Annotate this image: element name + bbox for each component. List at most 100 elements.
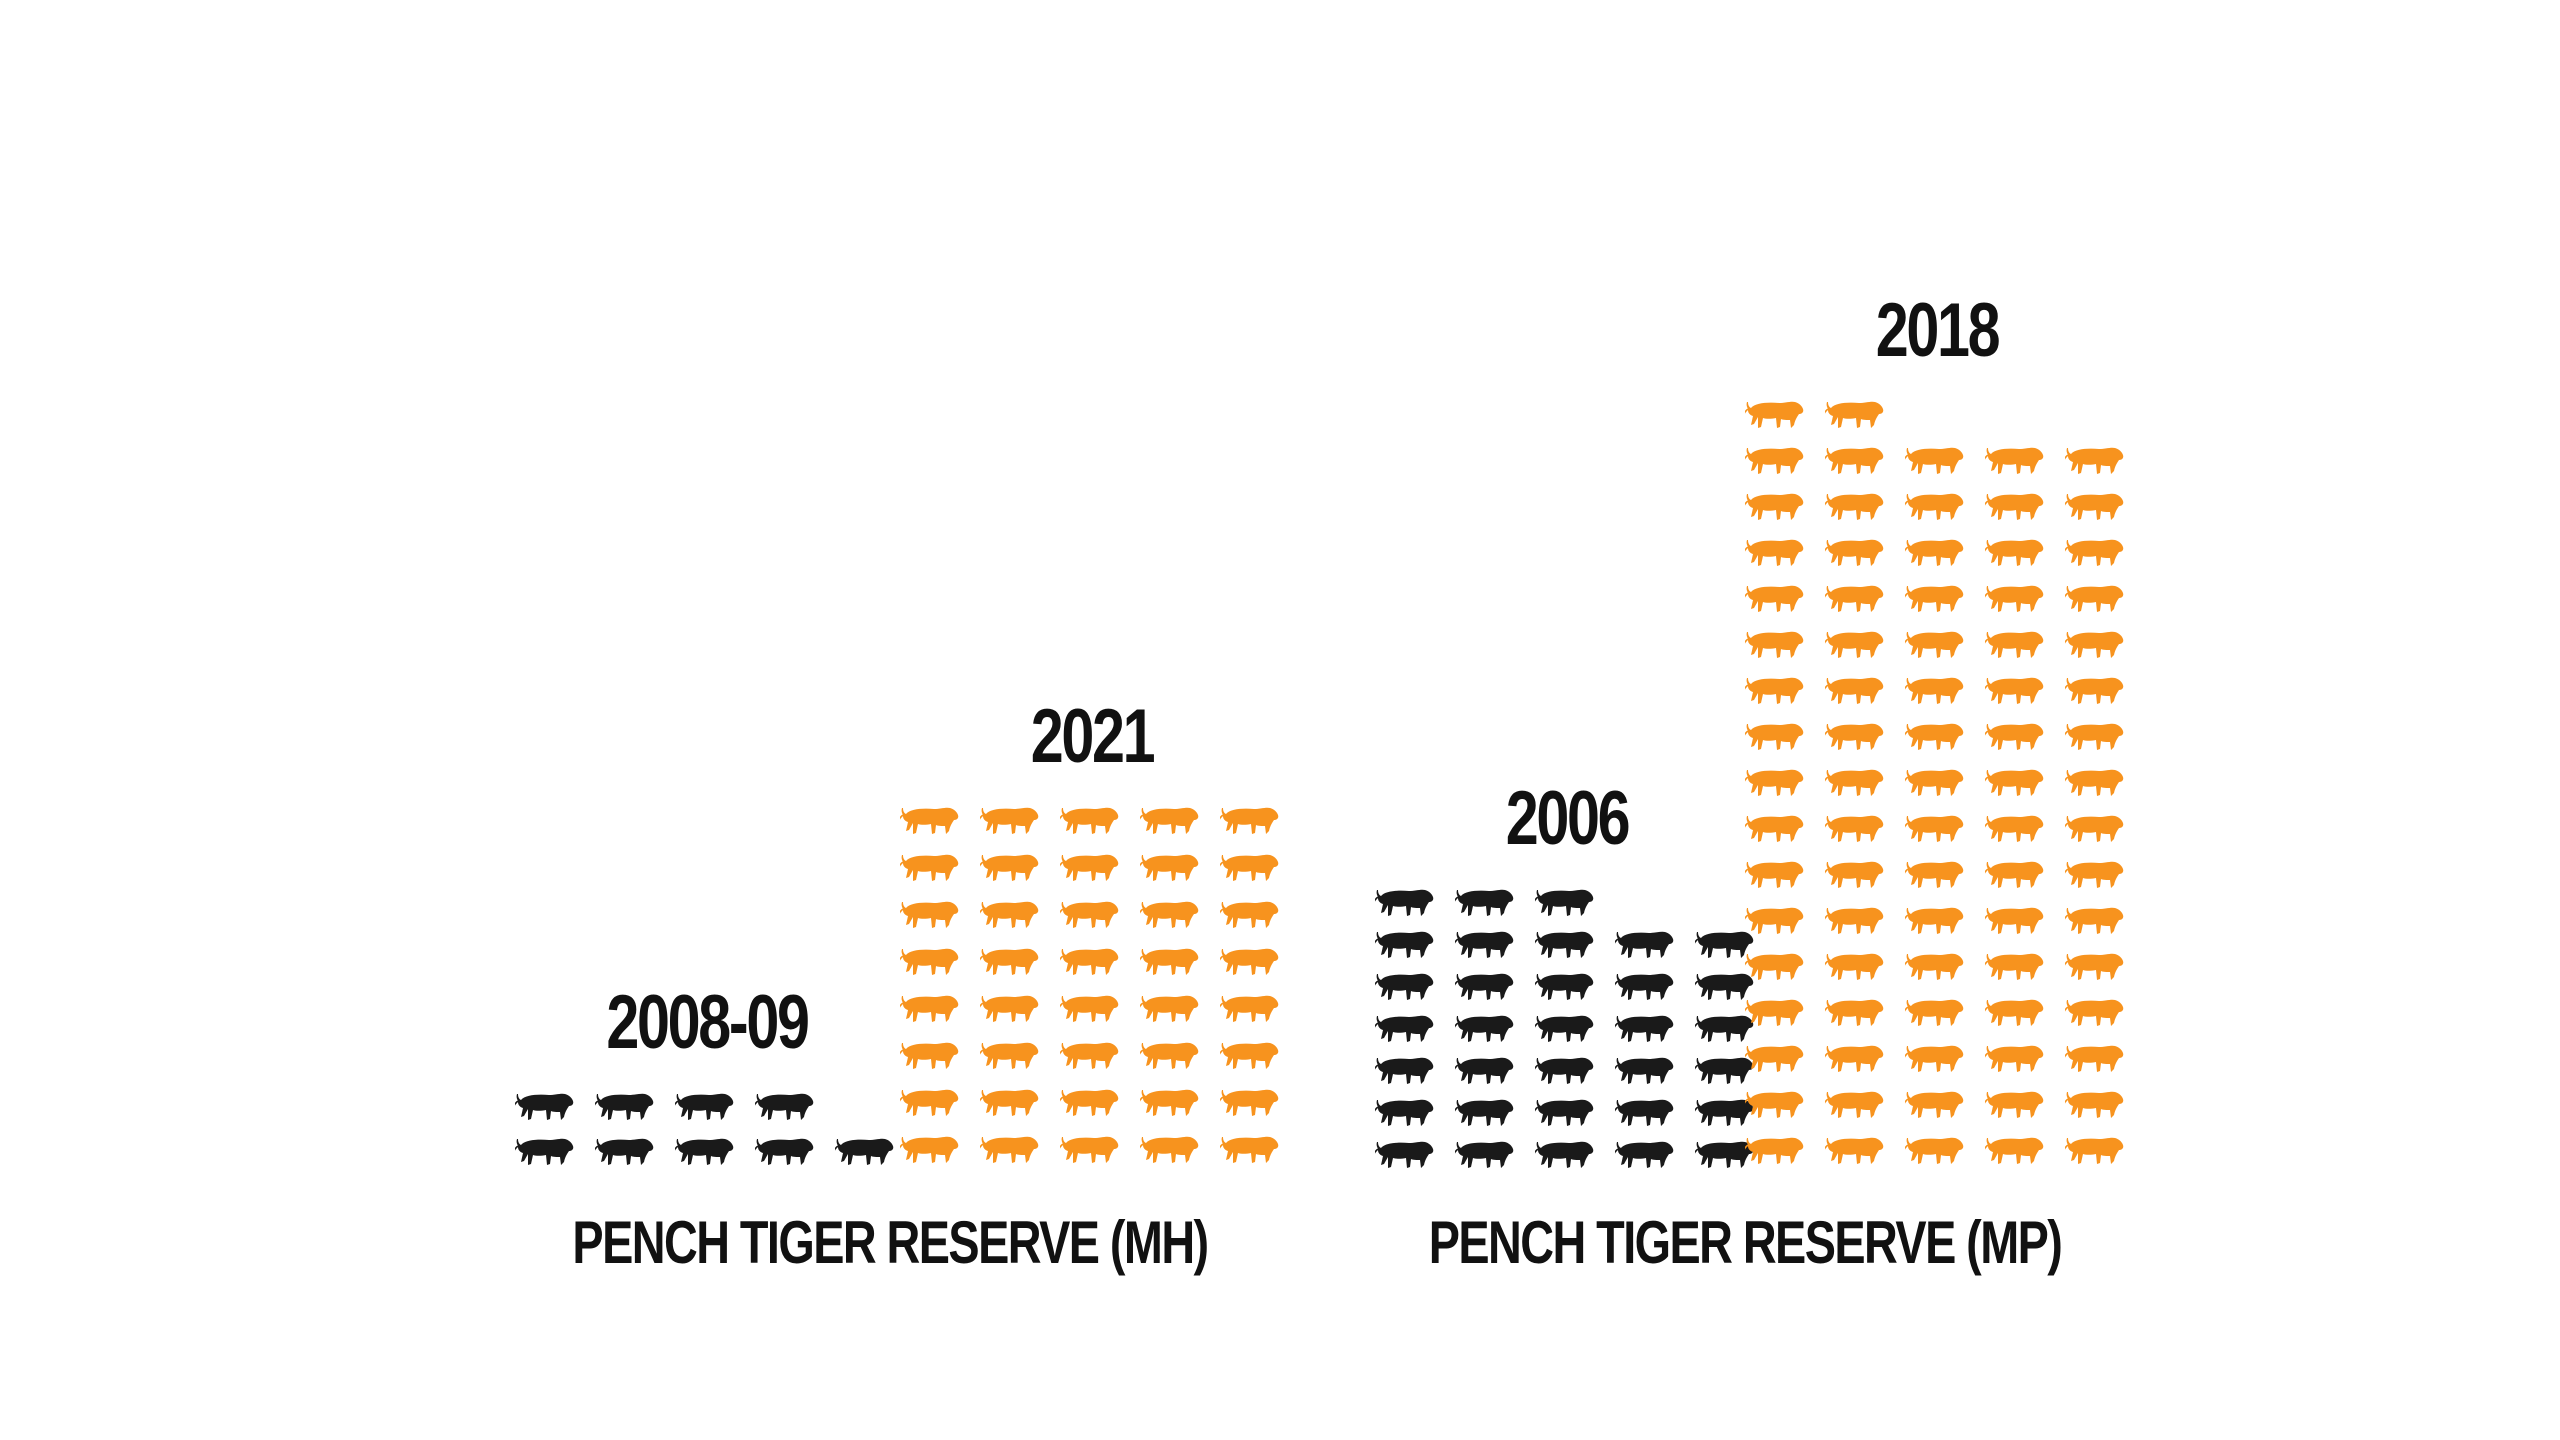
tiger-icon	[1615, 1015, 1674, 1042]
tiger-icon	[1985, 907, 2044, 934]
tiger-icon	[1745, 1091, 1804, 1118]
tiger-icon	[1615, 931, 1674, 958]
tiger-icon	[1825, 493, 1884, 520]
tiger-icon	[1825, 907, 1884, 934]
tiger-icon	[1060, 901, 1119, 928]
tiger-icon	[2065, 631, 2124, 658]
tiger-icon	[1985, 631, 2044, 658]
tiger-icon	[1695, 1057, 1754, 1084]
tiger-icon	[1745, 585, 1804, 612]
tiger-icon	[1745, 539, 1804, 566]
tiger-icon	[1455, 931, 1514, 958]
tiger-icon	[1905, 907, 1964, 934]
tiger-icon	[1905, 1137, 1964, 1164]
tiger-icon	[1985, 677, 2044, 704]
tiger-icon	[980, 807, 1039, 834]
tiger-icon	[1985, 999, 2044, 1026]
tiger-icon	[1905, 539, 1964, 566]
tiger-icon	[1375, 973, 1434, 1000]
tiger-icon	[1375, 1057, 1434, 1084]
tiger-icon	[1985, 815, 2044, 842]
tiger-icon	[1745, 953, 1804, 980]
tiger-icon	[1825, 631, 1884, 658]
tiger-icon	[1985, 1045, 2044, 1072]
tiger-icon	[675, 1093, 734, 1120]
tiger-icon	[900, 854, 959, 881]
tiger-icon	[1905, 1091, 1964, 1118]
tiger-icon	[1375, 1015, 1434, 1042]
tiger-icon	[1985, 539, 2044, 566]
tiger-icon	[1825, 401, 1884, 428]
tiger-icon	[1615, 973, 1674, 1000]
tiger-icon	[1375, 931, 1434, 958]
tiger-icon	[1825, 539, 1884, 566]
tiger-icon	[2065, 815, 2124, 842]
tiger-icon	[980, 854, 1039, 881]
tiger-icon	[900, 948, 959, 975]
tiger-icon	[2065, 447, 2124, 474]
tiger-icon	[1745, 677, 1804, 704]
tiger-icon	[1535, 931, 1594, 958]
tiger-icon	[1905, 999, 1964, 1026]
tiger-icon	[2065, 585, 2124, 612]
tiger-icon	[1825, 677, 1884, 704]
tiger-icon	[1905, 861, 1964, 888]
tiger-icon	[900, 1042, 959, 1069]
tiger-icon	[1985, 953, 2044, 980]
tiger-icon	[1905, 677, 1964, 704]
tiger-icon	[1220, 1136, 1279, 1163]
tiger-icon	[1140, 807, 1199, 834]
tiger-icon	[1220, 1042, 1279, 1069]
tiger-icon	[755, 1138, 814, 1165]
tiger-icon	[515, 1138, 574, 1165]
tiger-icon	[1060, 854, 1119, 881]
tiger-icon	[1745, 401, 1804, 428]
tiger-icon	[1745, 1137, 1804, 1164]
tiger-icon	[1985, 1091, 2044, 1118]
tiger-icon	[1825, 723, 1884, 750]
tiger-icon	[1745, 861, 1804, 888]
tiger-icon	[1220, 995, 1279, 1022]
tiger-icon	[1535, 1099, 1594, 1126]
tiger-icon	[595, 1138, 654, 1165]
tiger-icon	[595, 1093, 654, 1120]
tiger-icon	[1455, 1099, 1514, 1126]
tiger-icon	[1985, 769, 2044, 796]
tiger-icon	[1985, 723, 2044, 750]
tiger-icon	[1140, 948, 1199, 975]
tiger-icon	[1985, 585, 2044, 612]
reserve-label-mp: PENCH TIGER RESERVE (MP)	[1428, 1209, 2063, 1276]
tiger-icon	[1905, 769, 1964, 796]
tiger-icon	[1220, 854, 1279, 881]
tiger-icon	[1060, 1136, 1119, 1163]
tiger-icon	[1825, 447, 1884, 474]
tiger-icon	[1220, 901, 1279, 928]
tiger-icon	[1375, 889, 1434, 916]
tiger-icon	[2065, 953, 2124, 980]
tiger-icon	[1695, 931, 1754, 958]
tiger-icon	[900, 901, 959, 928]
tiger-icon	[1745, 907, 1804, 934]
tiger-icon	[1140, 995, 1199, 1022]
tiger-icon	[1905, 493, 1964, 520]
tiger-icon	[980, 948, 1039, 975]
tiger-icon	[2065, 677, 2124, 704]
year-label-2021: 2021	[1030, 694, 1156, 779]
tiger-icon	[2065, 769, 2124, 796]
tiger-icon	[900, 1136, 959, 1163]
tiger-icon	[1375, 1141, 1434, 1168]
tiger-icon	[980, 901, 1039, 928]
tiger-icon	[675, 1138, 734, 1165]
tiger-icon	[1535, 973, 1594, 1000]
tiger-icon	[1535, 1015, 1594, 1042]
tiger-icon	[1905, 447, 1964, 474]
tiger-icon	[1745, 447, 1804, 474]
tiger-icon	[2065, 493, 2124, 520]
tiger-icon	[1060, 807, 1119, 834]
tiger-icon	[1745, 1045, 1804, 1072]
tiger-icon	[900, 995, 959, 1022]
tiger-icon	[1825, 769, 1884, 796]
tiger-icon	[1745, 999, 1804, 1026]
tiger-icon	[515, 1093, 574, 1120]
tiger-icon	[1985, 447, 2044, 474]
